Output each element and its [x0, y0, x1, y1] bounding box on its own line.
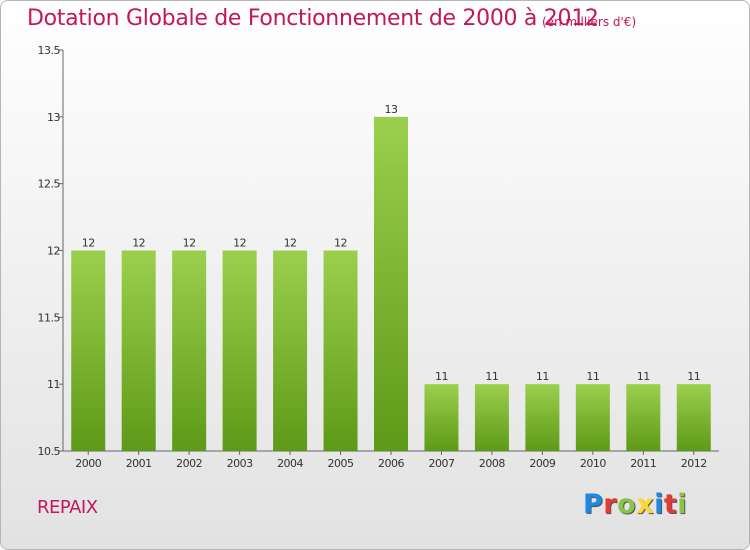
y-tick-label: 12.5: [38, 178, 61, 191]
y-tick-label: 10.5: [38, 445, 61, 458]
x-tick-label: 2011: [630, 457, 656, 470]
bar: [626, 384, 661, 451]
bar: [222, 250, 257, 451]
bar-value-label: 11: [435, 370, 448, 383]
bar: [676, 384, 711, 451]
bar: [121, 250, 156, 451]
y-tick-label: 11.5: [38, 311, 61, 324]
bar-value-label: 12: [334, 237, 347, 250]
bar: [525, 384, 560, 451]
x-tick-label: 2001: [126, 457, 152, 470]
y-tick-label: 12: [47, 245, 60, 258]
proxiti-logo[interactable]: Proxiti: [583, 489, 687, 520]
logo-letter: o: [617, 489, 637, 520]
bar: [71, 250, 106, 451]
bar-value-label: 13: [385, 103, 398, 116]
bar: [575, 384, 610, 451]
chart-unit-note: (en milliers d'€): [542, 15, 637, 29]
commune-name: REPAIX: [37, 497, 98, 518]
bar-value-label: 12: [284, 237, 297, 250]
logo-letter: r: [603, 489, 618, 520]
bar-value-label: 11: [586, 370, 599, 383]
x-tick-label: 2010: [580, 457, 606, 470]
logo-letter: t: [663, 489, 678, 520]
bar-value-label: 12: [183, 237, 196, 250]
x-tick-label: 2004: [277, 457, 303, 470]
chart-title: Dotation Globale de Fonctionnement de 20…: [27, 6, 599, 31]
logo-letter: i: [677, 489, 688, 520]
y-tick-label: 13: [47, 111, 60, 124]
bar-value-label: 11: [687, 370, 700, 383]
y-tick-label: 11: [47, 378, 60, 391]
bar: [323, 250, 358, 451]
bar-value-label: 11: [637, 370, 650, 383]
bar-value-label: 12: [82, 237, 95, 250]
bar: [273, 250, 308, 451]
bar: [474, 384, 509, 451]
x-tick-label: 2009: [529, 457, 555, 470]
x-tick-label: 2002: [176, 457, 202, 470]
x-tick-label: 2000: [75, 457, 101, 470]
x-tick-label: 2007: [428, 457, 454, 470]
bar-value-label: 11: [536, 370, 549, 383]
x-tick-label: 2003: [227, 457, 253, 470]
logo-letter: x: [636, 489, 655, 520]
bar-value-label: 11: [485, 370, 498, 383]
x-tick-label: 2005: [328, 457, 354, 470]
x-tick-label: 2012: [681, 457, 707, 470]
bar: [172, 250, 207, 451]
x-tick-label: 2006: [378, 457, 404, 470]
logo-letter: P: [583, 489, 604, 520]
bar: [424, 384, 459, 451]
x-tick-label: 2008: [479, 457, 505, 470]
bar: [374, 116, 408, 451]
logo-letter: i: [654, 489, 664, 520]
bar-value-label: 12: [132, 237, 145, 250]
bar-value-label: 12: [233, 237, 246, 250]
y-tick-label: 13.5: [38, 44, 61, 57]
